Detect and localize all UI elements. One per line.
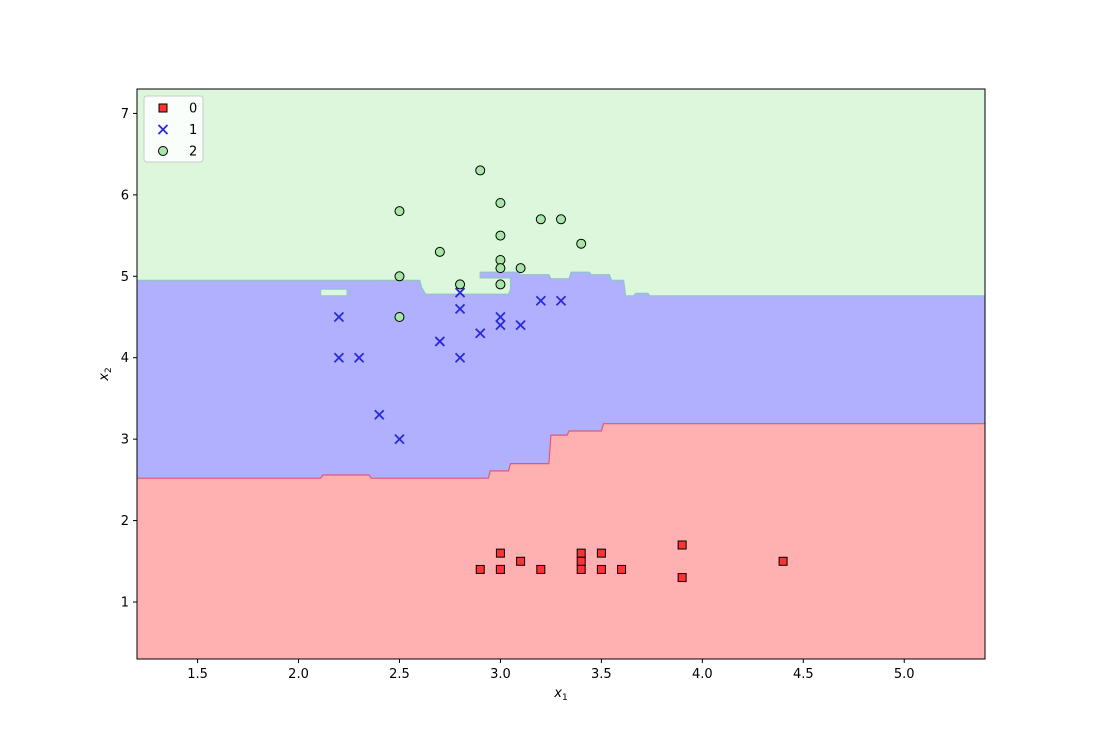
point-class-0 <box>576 564 586 574</box>
legend-label-2: 2 <box>189 145 197 160</box>
point-class-2 <box>434 246 445 257</box>
point-class-1-stroke-b <box>515 320 526 331</box>
point-class-1-stroke-b <box>434 336 445 347</box>
point-class-1 <box>454 352 466 363</box>
x-tick-label: 3.5 <box>591 667 612 682</box>
point-class-1 <box>495 311 506 323</box>
boundary-0-1 <box>137 423 985 479</box>
point-class-1 <box>475 328 486 339</box>
point-class-0 <box>596 548 606 558</box>
x-axis-label: x1 <box>553 686 567 703</box>
legend-marker-2 <box>158 146 168 156</box>
legend-marker-1 <box>157 124 169 135</box>
point-class-1 <box>555 295 567 306</box>
point-class-1-stroke-b <box>454 303 466 314</box>
point-class-0 <box>677 573 687 583</box>
point-class-0 <box>596 564 606 574</box>
y-tick-label: 7 <box>121 107 129 122</box>
point-class-1-stroke-b <box>495 311 506 323</box>
point-class-1 <box>374 409 385 420</box>
y-tick-label: 3 <box>121 433 129 448</box>
boundary-1-2 <box>137 271 985 297</box>
region-class-2-island <box>320 288 348 297</box>
point-class-1-stroke-b <box>394 434 405 445</box>
point-class-2 <box>475 165 486 176</box>
point-class-1-stroke-b <box>555 295 567 306</box>
x-tick-label: 5.0 <box>894 667 915 682</box>
point-class-2 <box>576 238 587 249</box>
legend-marker-1-stroke-b <box>157 124 169 135</box>
point-class-1-stroke-b <box>333 352 345 363</box>
point-class-1-stroke-b <box>333 311 345 323</box>
point-class-0 <box>495 564 505 574</box>
x-tick-label: 4.0 <box>692 667 713 682</box>
point-class-2 <box>495 279 506 290</box>
point-class-0 <box>576 548 586 558</box>
point-class-0 <box>536 564 546 574</box>
point-class-0 <box>677 540 687 550</box>
point-class-0 <box>576 556 586 566</box>
point-class-1-stroke-b <box>454 287 466 298</box>
y-axis-label: x2 <box>97 367 114 381</box>
point-class-1-stroke-b <box>495 320 506 331</box>
point-class-1-stroke-b <box>475 328 486 339</box>
plot-area-frame <box>136 88 986 660</box>
point-class-2 <box>394 206 405 217</box>
y-tick-label: 1 <box>121 596 129 611</box>
x-tick-label: 3.0 <box>490 667 511 682</box>
point-class-2 <box>495 198 506 208</box>
point-class-0 <box>778 556 788 566</box>
point-class-1 <box>434 336 445 347</box>
legend-label-0: 0 <box>189 102 197 117</box>
legend-marker-0 <box>158 103 168 113</box>
legend-label-1: 1 <box>189 123 197 138</box>
x-tick-label: 2.5 <box>389 667 410 682</box>
y-axis-ticks: 1 2 3 4 5 6 7 <box>121 107 137 611</box>
point-class-2 <box>515 263 526 274</box>
point-class-2 <box>495 230 506 241</box>
point-class-0 <box>516 556 526 566</box>
point-class-1-stroke-b <box>374 409 385 420</box>
point-class-2 <box>455 279 466 290</box>
point-class-2 <box>556 214 566 225</box>
point-class-1 <box>333 352 345 363</box>
y-tick-label: 5 <box>121 270 129 285</box>
point-class-2 <box>394 312 405 322</box>
point-class-0 <box>617 564 627 574</box>
region-class-1 <box>137 272 985 479</box>
x-tick-label: 2.0 <box>288 667 309 682</box>
point-class-2 <box>394 271 405 282</box>
legend: 0 1 2 <box>143 95 204 163</box>
scatter-points <box>333 165 788 583</box>
point-class-0 <box>475 564 485 574</box>
point-class-1 <box>454 287 466 298</box>
point-class-1-stroke-b <box>353 352 365 363</box>
region-class-0 <box>137 423 985 659</box>
y-tick-label: 2 <box>121 514 129 529</box>
point-class-1 <box>515 320 526 331</box>
x-tick-label: 4.5 <box>793 667 814 682</box>
point-class-0 <box>495 548 505 558</box>
point-class-1 <box>454 303 466 314</box>
y-tick-label: 6 <box>121 188 129 203</box>
y-tick-label: 4 <box>121 351 129 366</box>
point-class-1 <box>333 311 345 323</box>
decision-regions <box>137 89 985 659</box>
point-class-1 <box>394 434 405 445</box>
point-class-1 <box>535 295 546 306</box>
point-class-1-stroke-b <box>535 295 546 306</box>
point-class-1 <box>495 320 506 331</box>
x-axis-ticks: 1.5 2.0 2.5 3.0 3.5 4.0 4.5 5.0 <box>187 659 915 682</box>
x-tick-label: 1.5 <box>187 667 208 682</box>
point-class-1 <box>353 352 365 363</box>
point-class-1-stroke-b <box>454 352 466 363</box>
point-class-2 <box>535 214 546 225</box>
point-class-2 <box>495 263 506 274</box>
